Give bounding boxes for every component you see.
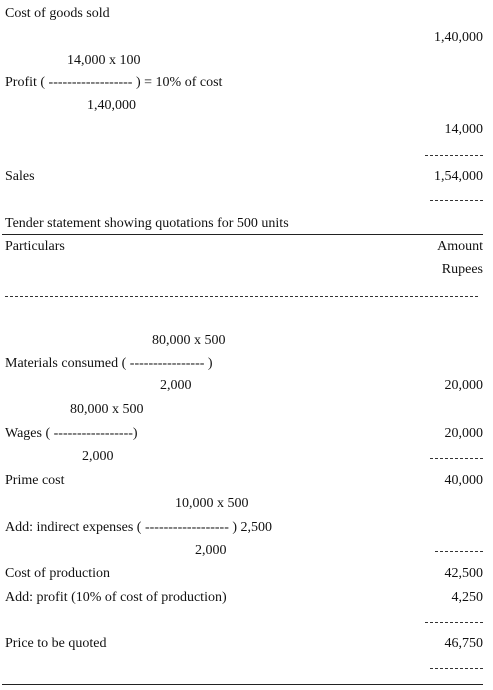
rule [430, 458, 483, 459]
label: Cost of goods sold [5, 6, 110, 21]
label: Prime cost [5, 473, 65, 488]
amount: 4,250 [451, 590, 484, 605]
label: Add: indirect expenses ( ---------------… [5, 520, 273, 535]
label: Add: profit (10% of cost of production) [5, 590, 227, 605]
amount: 1,54,000 [434, 169, 483, 184]
rule [435, 551, 483, 552]
amount: 20,000 [444, 378, 484, 393]
title: Tender statement showing quotations for … [5, 216, 289, 231]
denominator: 2,000 [82, 449, 114, 464]
rule [430, 200, 483, 201]
rule [425, 155, 483, 156]
rule [2, 234, 483, 235]
amount: 42,500 [444, 566, 484, 581]
denominator: 2,000 [195, 543, 227, 558]
amount: 1,40,000 [434, 30, 483, 45]
label: Materials consumed ( ---------------- ) [5, 356, 213, 371]
numerator: 10,000 x 500 [175, 496, 249, 511]
amount: 20,000 [444, 426, 484, 441]
amount: 14,000 [444, 122, 484, 137]
rule [430, 668, 483, 669]
rule [5, 296, 478, 297]
label: Wages ( -----------------) [5, 426, 138, 441]
label: Price to be quoted [5, 636, 107, 651]
header: Amount [437, 239, 483, 254]
rule [425, 622, 483, 623]
denominator: 1,40,000 [87, 98, 136, 113]
header: Particulars [5, 239, 65, 254]
label: Profit ( ------------------ ) = 10% of c… [5, 75, 223, 90]
numerator: 14,000 x 100 [67, 53, 141, 68]
amount: 46,750 [444, 636, 484, 651]
amount: 40,000 [444, 473, 484, 488]
label: Cost of production [5, 566, 110, 581]
label: Sales [5, 169, 35, 184]
denominator: 2,000 [160, 378, 192, 393]
rule [2, 684, 483, 685]
header: Rupees [441, 262, 483, 277]
numerator: 80,000 x 500 [70, 402, 144, 417]
numerator: 80,000 x 500 [152, 333, 226, 348]
